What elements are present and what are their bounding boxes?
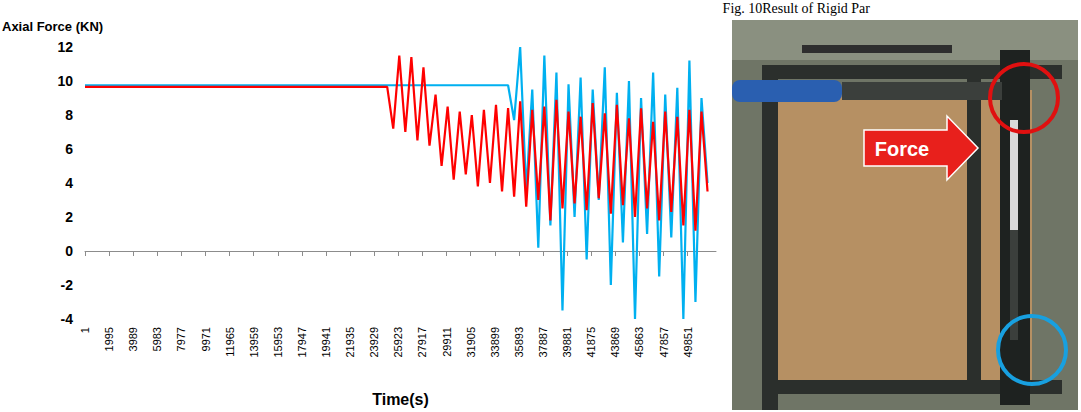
svg-text:10: 10 bbox=[57, 73, 73, 89]
svg-text:49851: 49851 bbox=[682, 327, 694, 358]
svg-text:6: 6 bbox=[65, 141, 73, 157]
svg-text:7977: 7977 bbox=[175, 327, 187, 351]
svg-text:-2: -2 bbox=[61, 277, 74, 293]
svg-text:29911: 29911 bbox=[441, 327, 453, 357]
svg-text:Time(s): Time(s) bbox=[372, 391, 429, 408]
svg-text:45863: 45863 bbox=[633, 327, 645, 358]
svg-text:5983: 5983 bbox=[151, 327, 163, 351]
svg-text:13959: 13959 bbox=[248, 327, 260, 358]
svg-text:0: 0 bbox=[65, 243, 73, 259]
svg-text:9971: 9971 bbox=[200, 327, 212, 351]
svg-text:2: 2 bbox=[65, 209, 73, 225]
svg-text:3989: 3989 bbox=[127, 327, 139, 351]
svg-text:1: 1 bbox=[79, 327, 91, 333]
svg-text:35893: 35893 bbox=[513, 327, 525, 358]
svg-text:37887: 37887 bbox=[537, 327, 549, 358]
svg-text:23929: 23929 bbox=[368, 327, 380, 358]
svg-text:41875: 41875 bbox=[585, 327, 597, 358]
svg-text:Force: Force bbox=[875, 138, 929, 160]
svg-text:39881: 39881 bbox=[561, 327, 573, 358]
html-text:Fig. 10Result of Rigid Par: Fig. 10Result of Rigid Par bbox=[722, 1, 870, 16]
svg-text:19941: 19941 bbox=[320, 327, 332, 358]
svg-text:1995: 1995 bbox=[103, 327, 115, 351]
svg-text:8: 8 bbox=[65, 107, 73, 123]
svg-text:12: 12 bbox=[57, 39, 73, 55]
svg-text:33899: 33899 bbox=[489, 327, 501, 358]
svg-text:47857: 47857 bbox=[658, 327, 670, 358]
svg-text:Axial Force (KN): Axial Force (KN) bbox=[2, 19, 103, 34]
svg-text:21935: 21935 bbox=[344, 327, 356, 358]
svg-text:-4: -4 bbox=[61, 311, 74, 327]
svg-text:4: 4 bbox=[65, 175, 73, 191]
svg-text:43869: 43869 bbox=[609, 327, 621, 358]
svg-text:17947: 17947 bbox=[296, 327, 308, 358]
svg-text:15953: 15953 bbox=[272, 327, 284, 358]
svg-text:31905: 31905 bbox=[465, 327, 477, 358]
svg-text:11965: 11965 bbox=[224, 327, 236, 357]
svg-text:25923: 25923 bbox=[392, 327, 404, 358]
svg-text:27917: 27917 bbox=[416, 327, 428, 358]
